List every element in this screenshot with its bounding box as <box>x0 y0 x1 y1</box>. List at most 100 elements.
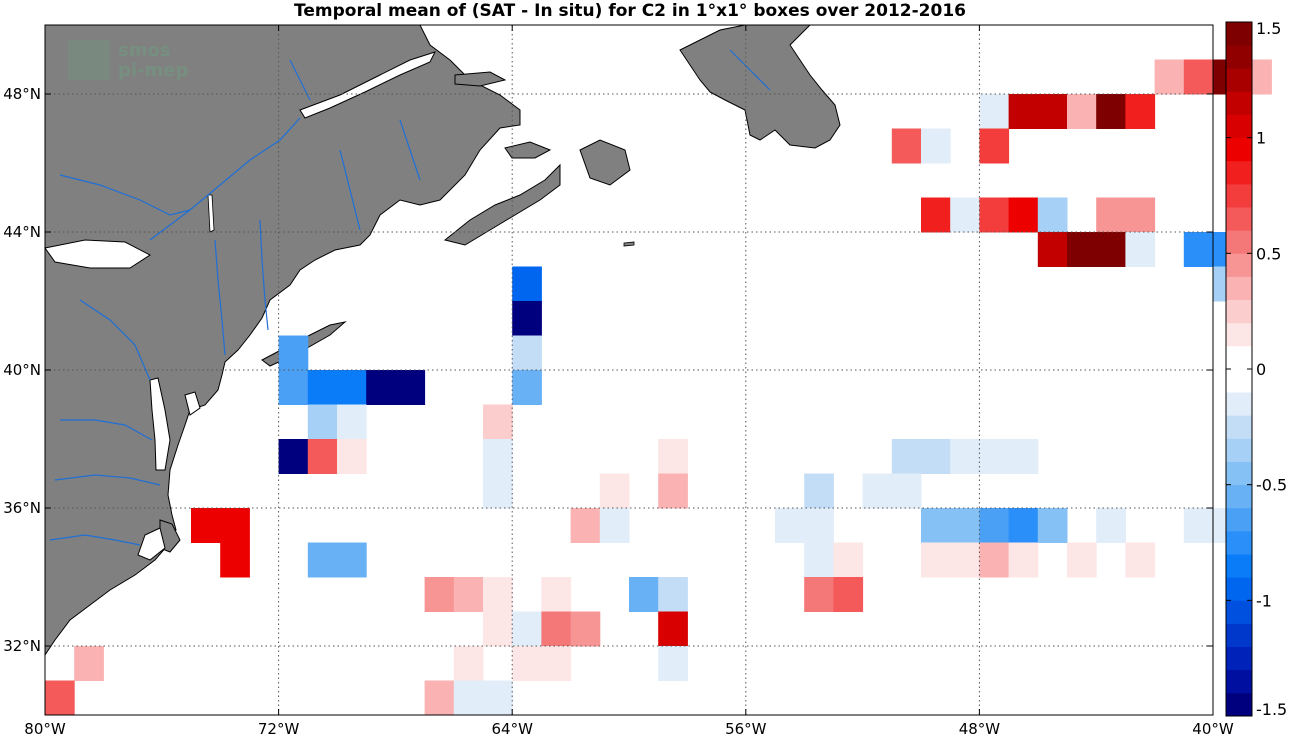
river-roanoke <box>49 534 141 546</box>
heatmap-cell <box>1125 542 1156 578</box>
heatmap-cell <box>483 680 513 716</box>
heatmap-cell <box>278 370 309 405</box>
heatmap-cell <box>541 577 572 612</box>
st-lawrence-estuary <box>299 51 436 119</box>
heatmap-cell <box>541 611 572 647</box>
heatmap-cell <box>950 508 980 543</box>
colorbar-swatch <box>1226 392 1252 416</box>
heatmap-cell <box>775 508 805 543</box>
heatmap-cell <box>979 197 1010 233</box>
heatmap-cell <box>220 508 250 543</box>
x-axis-ticks: 80°W 72°W 64°W 56°W 48°W 40°W <box>24 25 1234 738</box>
river-hudson <box>214 239 226 356</box>
colorbar-tick-label: 1 <box>1256 129 1266 148</box>
colorbar-tick-label: -1.5 <box>1256 700 1287 719</box>
colorbar-swatch <box>1226 369 1252 393</box>
x-tick-label: 64°W <box>491 720 533 738</box>
colorbar: 1.5 1 0.5 0 -0.5 -1 -1.5 <box>1225 19 1287 719</box>
heatmap-cell <box>1183 59 1214 95</box>
heatmap-cell <box>804 473 834 509</box>
colorbar-swatch <box>1226 91 1252 115</box>
heatmap-cell <box>191 508 221 543</box>
heatmap-cell <box>979 128 1010 164</box>
colorbar-swatch <box>1226 669 1252 694</box>
heatmap-cell <box>483 611 513 647</box>
grid-lines <box>45 25 1213 715</box>
colorbar-swatch <box>1226 114 1252 139</box>
x-tick-label: 72°W <box>258 720 300 738</box>
colorbar-swatch <box>1226 253 1252 277</box>
heatmap-cell <box>1008 439 1039 474</box>
heatmap-cell <box>74 646 104 681</box>
heatmap-cell <box>307 370 338 405</box>
heatmap-cell <box>337 370 367 405</box>
heatmap-cell <box>395 370 426 405</box>
heatmap-cell <box>1096 232 1126 267</box>
heatmap-cell <box>979 439 1010 474</box>
heatmap-cell <box>220 542 250 578</box>
sable-island-land <box>623 241 635 247</box>
heatmap-cell <box>1037 508 1068 543</box>
heatmap-cell <box>629 577 659 612</box>
river-potomac <box>60 419 153 441</box>
heatmap-cell <box>950 439 980 474</box>
heatmap-cell <box>658 439 688 474</box>
colorbar-swatch <box>1226 276 1252 300</box>
colorbar-swatch <box>1226 554 1252 578</box>
map-area: smos pi-mep <box>44 24 1272 716</box>
logo-line1: smos <box>118 40 171 61</box>
river-maine <box>339 149 361 231</box>
heatmap-cell <box>1125 197 1156 233</box>
x-tick-label: 40°W <box>1192 720 1234 738</box>
colorbar-swatch <box>1226 530 1252 555</box>
colorbar-swatch <box>1226 22 1252 46</box>
colorbar-swatch <box>1226 68 1252 92</box>
colorbar-tick-label: 1.5 <box>1256 19 1281 38</box>
heatmap-cell <box>921 542 951 578</box>
y-tick-label: 48°N <box>3 85 41 103</box>
heatmap-cell <box>599 473 630 509</box>
colorbar-swatch <box>1226 230 1252 254</box>
heatmap-cell <box>512 266 542 302</box>
heatmap-cell <box>483 404 513 440</box>
colorbar-swatch <box>1226 345 1252 370</box>
colorbar-tick-label: 0 <box>1256 360 1266 379</box>
river-nb <box>399 119 421 181</box>
river-ottawa <box>59 174 191 216</box>
newfoundland-land <box>679 24 841 149</box>
heatmap-cell <box>658 473 688 509</box>
heatmap-cell <box>1154 59 1185 95</box>
heatmap-cell <box>512 335 542 371</box>
heatmap-cell <box>921 508 951 543</box>
colorbar-swatch <box>1226 183 1252 208</box>
river-connecticut <box>259 219 269 331</box>
y-axis-ticks: 32°N 36°N 40°N 44°N 48°N <box>3 85 1213 655</box>
y-tick-label: 40°N <box>3 361 41 379</box>
x-tick-label: 48°W <box>959 720 1001 738</box>
y-tick-label: 36°N <box>3 499 41 517</box>
heatmap-cell <box>512 611 542 647</box>
heatmap-cell <box>804 508 834 543</box>
heatmap-cell <box>45 680 75 716</box>
colorbar-swatch <box>1226 507 1252 532</box>
smos-pi-mep-logo: smos pi-mep <box>68 40 188 81</box>
heatmap-cell <box>483 473 513 509</box>
heatmap-cell <box>337 404 367 440</box>
heatmap-cell <box>1037 197 1068 233</box>
heatmap-cell <box>512 301 542 336</box>
heatmap-cell <box>307 439 338 474</box>
heatmap-cell <box>1008 197 1039 233</box>
river-saguenay <box>289 59 311 101</box>
heatmap-cell <box>570 508 601 543</box>
heatmap-cell <box>1008 508 1039 543</box>
heatmap-cell <box>1037 232 1068 267</box>
heatmap-cell <box>307 542 338 578</box>
heatmap-cell <box>1008 542 1039 578</box>
heatmap-cell <box>278 335 309 371</box>
colorbar-swatch <box>1226 623 1252 647</box>
rivers <box>49 49 771 546</box>
chesapeake-bay <box>149 377 171 471</box>
colorbar-swatch <box>1226 692 1252 717</box>
heatmap-cell <box>1125 232 1156 267</box>
heatmap-cell <box>1125 94 1156 129</box>
